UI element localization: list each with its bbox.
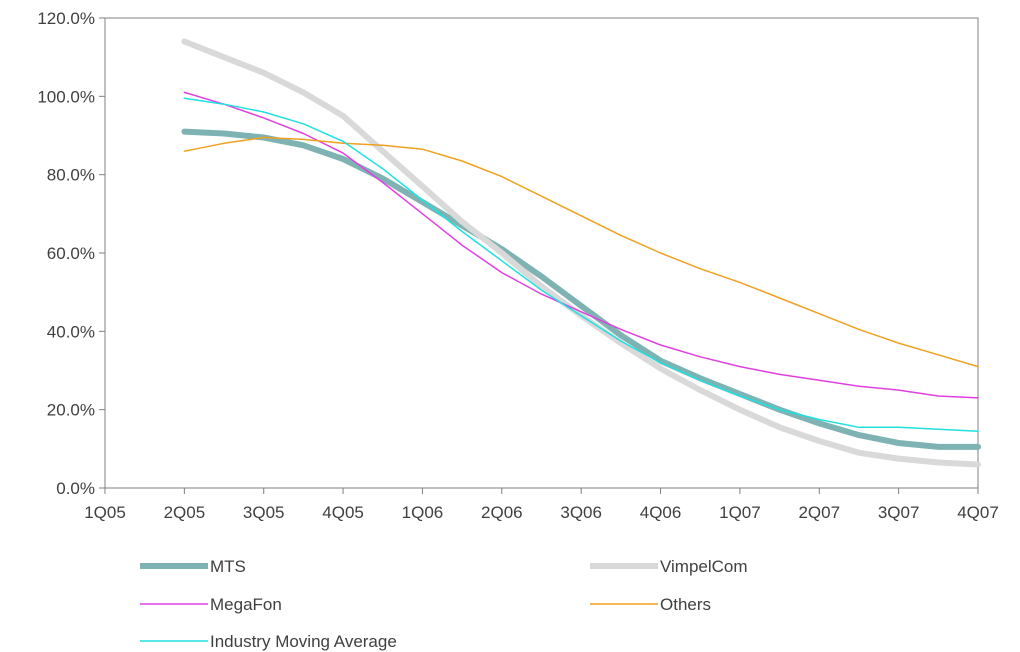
x-tick-label: 3Q06 (560, 503, 602, 522)
x-tick-label: 3Q05 (243, 503, 285, 522)
series-line-mts (181, 128, 981, 450)
x-tick-label: 1Q07 (719, 503, 761, 522)
y-tick-label: 100.0% (37, 87, 95, 106)
y-tick-label: 80.0% (47, 166, 95, 185)
series-layer (181, 38, 981, 468)
x-tick-label: 2Q05 (164, 503, 206, 522)
y-tick-label: 20.0% (47, 401, 95, 420)
legend-label-industry-moving-average: Industry Moving Average (210, 632, 397, 651)
x-tick-label: 4Q07 (957, 503, 999, 522)
y-tick-label: 0.0% (56, 479, 95, 498)
legend: MTS VimpelCom MegaFon Others Industry Moving… (140, 557, 748, 651)
x-tick-label: 4Q06 (640, 503, 682, 522)
legend-label-others: Others (660, 595, 711, 614)
legend-label-mts: MTS (210, 557, 246, 576)
y-tick-label: 120.0% (37, 9, 95, 28)
series-line-vimpelcom (181, 38, 981, 468)
series-line-others (183, 136, 979, 368)
plot-border (104, 17, 979, 489)
y-tick-label: 60.0% (47, 244, 95, 263)
x-tick-label: 4Q05 (322, 503, 364, 522)
x-tick-label: 1Q05 (84, 503, 126, 522)
x-tick-label: 3Q07 (878, 503, 920, 522)
legend-label-vimpelcom: VimpelCom (660, 557, 748, 576)
axis-layer: 0.0% 20.0% 40.0% 60.0% 80.0% 100.0% 120.0% 1Q05… (37, 9, 998, 522)
series-line-industry-moving-average (183, 97, 979, 432)
x-tick-label: 2Q06 (481, 503, 523, 522)
plot-area (104, 17, 979, 489)
y-tick-label: 40.0% (47, 322, 95, 341)
series-line-megafon (183, 91, 979, 399)
x-tick-label: 2Q07 (798, 503, 840, 522)
legend-label-megafon: MegaFon (210, 595, 282, 614)
x-tick-label: 1Q06 (402, 503, 444, 522)
